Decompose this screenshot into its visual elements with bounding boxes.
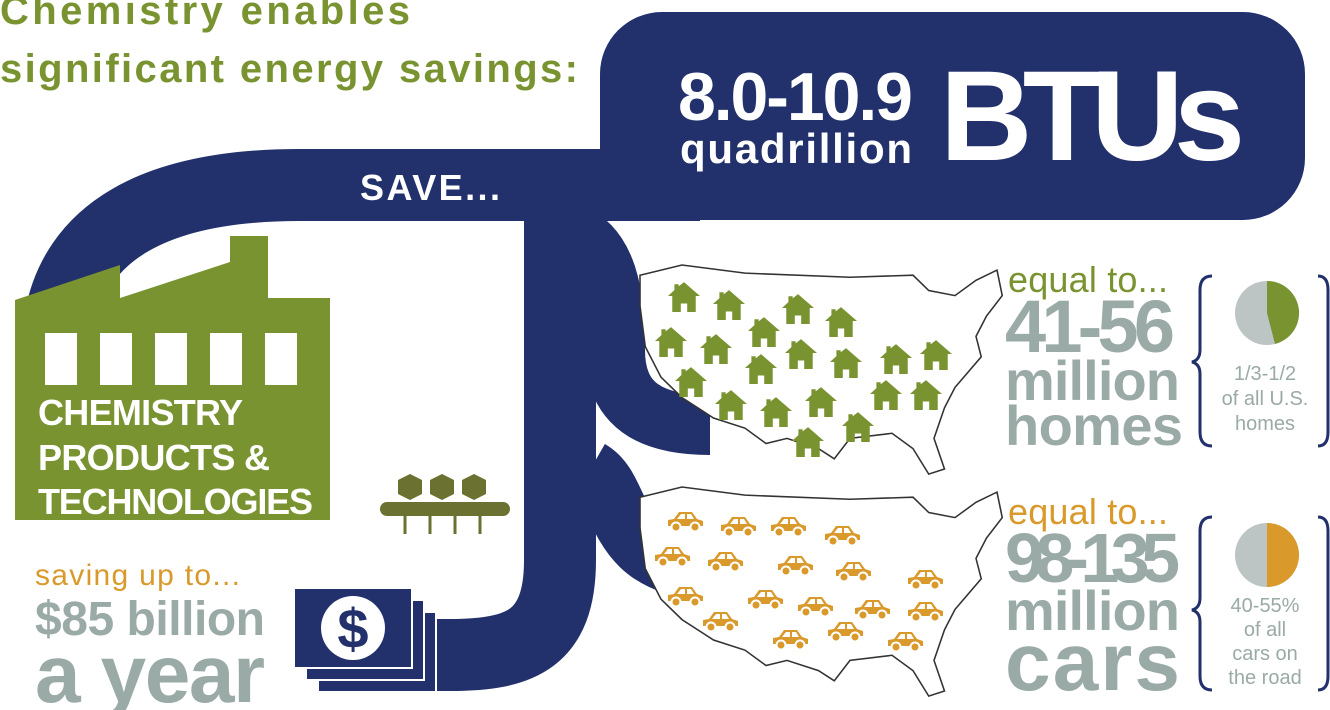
savings-intro: saving up to...	[35, 559, 240, 592]
money-symbol: $	[337, 597, 368, 660]
money-icon: $	[293, 587, 437, 693]
cars-share: cars on	[1232, 643, 1298, 665]
banner-label: BTUs	[940, 45, 1245, 188]
homes-intro: equal to...	[1008, 259, 1168, 300]
factory-line: PRODUCTS &	[38, 437, 270, 478]
cars-share: of all	[1244, 619, 1286, 641]
cars-line: cars	[1005, 617, 1180, 708]
cars-share: the road	[1228, 667, 1301, 689]
brackets	[1191, 274, 1330, 692]
save-label: SAVE...	[360, 167, 500, 208]
homes-share: of all U.S.	[1222, 388, 1309, 410]
cars-share: 40-55%	[1231, 595, 1300, 617]
conveyor	[380, 474, 510, 534]
pipe-homes	[551, 200, 711, 455]
banner	[600, 12, 1305, 220]
title-line: Chemistry enables	[0, 0, 410, 33]
factory-windows	[45, 333, 297, 385]
factory-line: TECHNOLOGIES	[38, 481, 313, 522]
homes-share: 1/3-1/2	[1234, 363, 1296, 385]
cars-line: million	[1005, 579, 1180, 642]
banner-value: 8.0-10.9	[678, 59, 913, 135]
title-line: significant energy savings:	[0, 47, 578, 91]
cars-line: 98-135	[1005, 519, 1180, 597]
homes-line: homes	[1005, 394, 1183, 457]
homes-share: homes	[1235, 413, 1295, 435]
homes-line: 41-56	[1005, 285, 1175, 368]
savings-line: a year	[35, 629, 265, 710]
banner-unit: quadrillion	[680, 125, 912, 172]
pipe-down	[360, 185, 596, 691]
factory-line: CHEMISTRY	[38, 392, 243, 433]
savings-line: $85 billion	[35, 593, 265, 646]
cars-intro: equal to...	[1008, 491, 1168, 532]
cars-pie	[1235, 523, 1299, 587]
homes-pie	[1235, 280, 1300, 345]
homes-line: million	[1005, 349, 1180, 412]
